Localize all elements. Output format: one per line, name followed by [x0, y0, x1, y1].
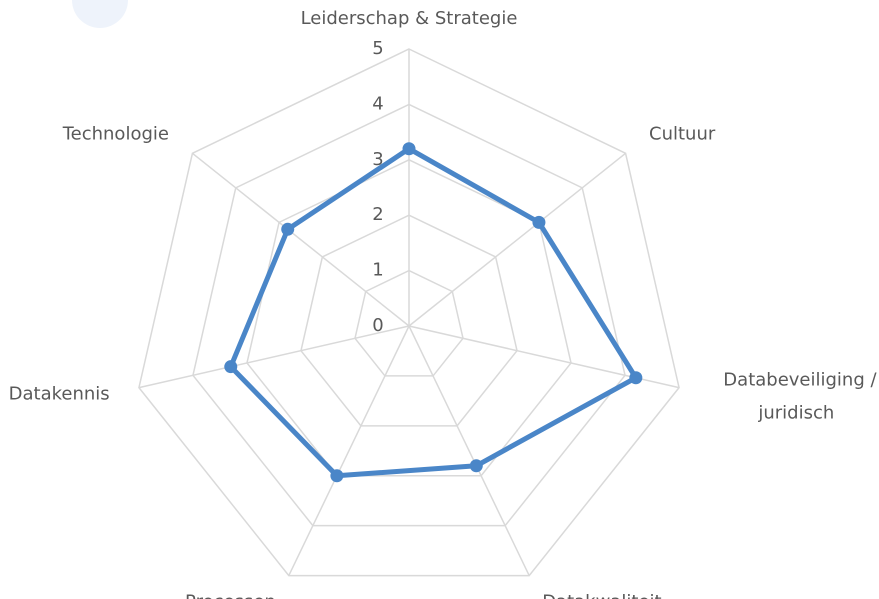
series-line: [228, 146, 639, 479]
r-tick-label: 2: [372, 204, 383, 225]
decoration: [72, 0, 128, 28]
category-label: Processen: [185, 592, 276, 599]
spoke: [138, 325, 410, 389]
category-label: Leiderschap & Strategie: [301, 8, 518, 29]
r-tick-label: 3: [372, 149, 383, 170]
category-label: Technologie: [62, 124, 169, 145]
category-label: Datakennis: [9, 383, 110, 404]
spoke: [288, 325, 410, 576]
category-label: Databeveiliging / juridisch: [723, 369, 877, 423]
marker: [629, 371, 643, 385]
r-tick-label: 0: [372, 315, 383, 336]
marker: [330, 469, 344, 483]
spoke: [408, 152, 627, 327]
grid-ring: [300, 214, 518, 427]
marker: [469, 459, 483, 473]
category-label: Datakwaliteit: [542, 592, 661, 599]
grid-ring: [246, 158, 572, 477]
grid-ring: [354, 269, 464, 377]
marker: [281, 222, 295, 236]
marker: [402, 142, 416, 156]
r-tick-label: 1: [372, 260, 383, 281]
grid-ring: [192, 103, 626, 527]
spoke: [408, 325, 530, 576]
r-tick-label: 4: [372, 93, 383, 114]
spoke: [191, 152, 410, 327]
category-label: Cultuur: [649, 124, 716, 145]
marker: [532, 215, 546, 229]
r-tick-label: 5: [372, 38, 383, 59]
marker: [224, 360, 238, 374]
grid-ring: [138, 48, 680, 577]
